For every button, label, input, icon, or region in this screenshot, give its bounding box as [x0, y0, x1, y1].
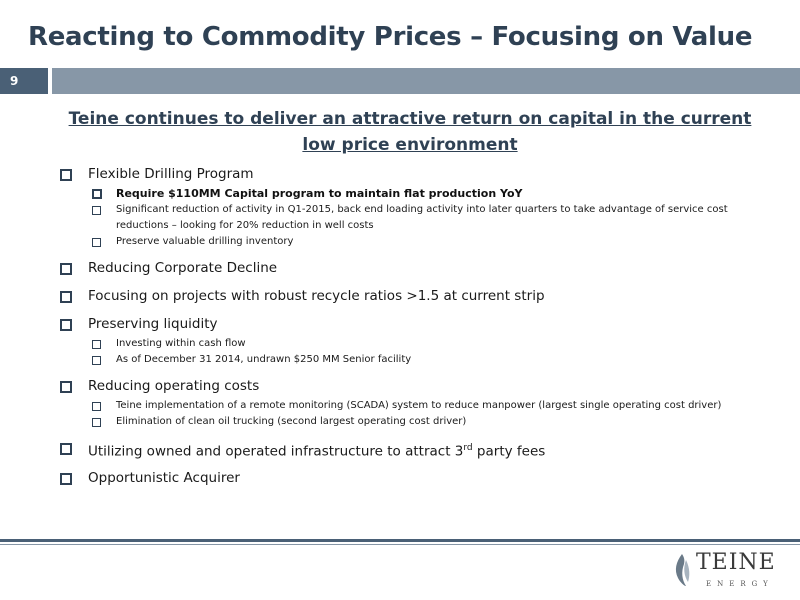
header-bar — [52, 68, 800, 94]
sub-bullet-label: Elimination of clean oil trucking (secon… — [116, 416, 467, 427]
bullet-operating-costs: Reducing operating costs Teine implement… — [60, 376, 760, 430]
sub-bullet-label: Require $110MM Capital program to mainta… — [116, 187, 523, 200]
sub-bullet-label: As of December 31 2014, undrawn $250 MM … — [116, 354, 412, 365]
logo-subtitle: ENERGY — [706, 580, 774, 588]
bullet-recycle-ratios: Focusing on projects with robust recycle… — [60, 286, 760, 306]
ordinal-superscript: rd — [463, 443, 473, 453]
sub-bullet-label: Investing within cash flow — [116, 338, 246, 349]
bullet-acquirer: Opportunistic Acquirer — [60, 468, 760, 488]
square-bullet-icon — [60, 263, 72, 275]
square-bullet-icon — [60, 291, 72, 303]
square-bullet-icon — [60, 443, 72, 455]
square-bullet-icon — [92, 418, 101, 427]
footer-divider-thin — [0, 544, 800, 545]
bullet-label-part: Utilizing owned and operated infrastruct… — [88, 443, 464, 460]
square-bullet-icon — [92, 238, 101, 247]
bullet-infrastructure: Utilizing owned and operated infrastruct… — [60, 438, 760, 460]
sub-bullet: Elimination of clean oil trucking (secon… — [88, 414, 760, 430]
bullet-label: Utilizing owned and operated infrastruct… — [88, 438, 546, 460]
sub-bullet: Significant reduction of activity in Q1-… — [88, 202, 760, 234]
sub-bullet-label: Teine implementation of a remote monitor… — [116, 400, 722, 411]
bullet-label-part: party fees — [472, 443, 546, 460]
square-bullet-icon — [92, 356, 101, 365]
flame-logo-icon — [675, 554, 690, 586]
sub-bullet-list: Require $110MM Capital program to mainta… — [88, 186, 760, 250]
square-bullet-icon — [60, 472, 72, 485]
square-bullet-icon — [60, 319, 72, 331]
sub-bullet: Require $110MM Capital program to mainta… — [88, 186, 760, 202]
sub-bullet-list: Teine implementation of a remote monitor… — [88, 398, 760, 430]
page-number: 9 — [0, 68, 48, 94]
square-bullet-icon — [60, 169, 72, 181]
square-bullet-icon — [60, 381, 72, 393]
bullet-label: Focusing on projects with robust recycle… — [88, 288, 545, 304]
square-bullet-icon — [92, 402, 101, 411]
sub-bullet-list: Investing within cash flow As of Decembe… — [88, 336, 760, 368]
bullet-corporate-decline: Reducing Corporate Decline — [60, 258, 760, 278]
sub-bullet: Preserve valuable drilling inventory — [88, 234, 760, 250]
company-logo: TEINE ENERGY — [672, 548, 782, 594]
bullet-label: Flexible Drilling Program — [88, 166, 254, 182]
bullet-label: Reducing Corporate Decline — [88, 260, 278, 276]
bullet-label: Preserving liquidity — [88, 316, 218, 332]
sub-bullet: Teine implementation of a remote monitor… — [88, 398, 760, 414]
slide-title: Reacting to Commodity Prices – Focusing … — [28, 22, 753, 52]
logo-wordmark: TEINE — [696, 550, 776, 575]
sub-bullet-label: Significant reduction of activity in Q1-… — [116, 204, 728, 231]
footer-divider — [0, 539, 800, 542]
page-number-text: 9 — [10, 74, 19, 88]
bullet-list: Flexible Drilling Program Require $110MM… — [60, 164, 760, 496]
bullet-flexible-drilling: Flexible Drilling Program Require $110MM… — [60, 164, 760, 250]
square-bullet-icon — [92, 206, 101, 215]
sub-bullet: As of December 31 2014, undrawn $250 MM … — [88, 352, 760, 368]
bullet-liquidity: Preserving liquidity Investing within ca… — [60, 314, 760, 368]
square-bullet-icon — [92, 189, 102, 199]
bullet-label: Opportunistic Acquirer — [88, 469, 240, 486]
square-bullet-icon — [92, 340, 101, 349]
bullet-label: Reducing operating costs — [88, 378, 260, 394]
sub-bullet-label: Preserve valuable drilling inventory — [116, 236, 294, 247]
sub-bullet: Investing within cash flow — [88, 336, 760, 352]
headline: Teine continues to deliver an attractive… — [68, 109, 752, 155]
